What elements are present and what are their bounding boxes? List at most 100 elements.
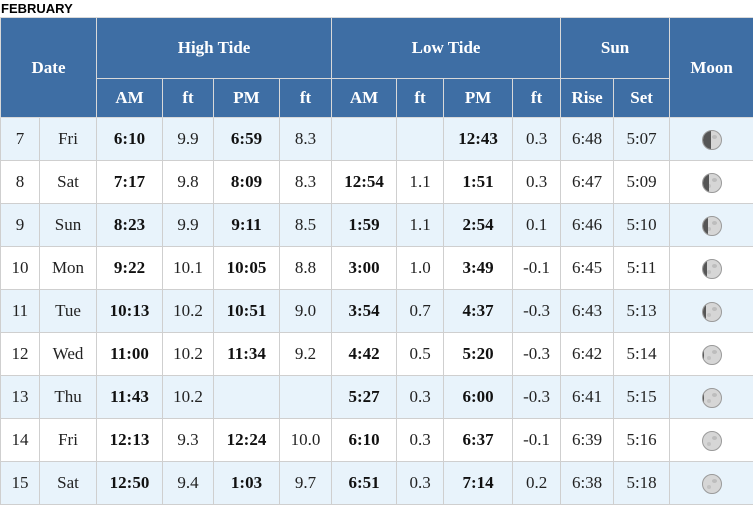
sunset: 5:18 xyxy=(614,462,670,505)
moon-cell xyxy=(670,247,753,290)
low-tide-pm: 7:14 xyxy=(444,462,513,505)
low-tide-am: 12:54 xyxy=(332,161,397,204)
high-tide-am-ft: 10.2 xyxy=(163,376,214,419)
header-low-am-ft: ft xyxy=(397,79,444,118)
header-high-am: AM xyxy=(97,79,163,118)
sunset: 5:11 xyxy=(614,247,670,290)
date-weekday: Fri xyxy=(40,419,97,462)
moon-cell xyxy=(670,462,753,505)
date-weekday: Mon xyxy=(40,247,97,290)
high-tide-pm: 10:51 xyxy=(214,290,280,333)
high-tide-pm-ft xyxy=(280,376,332,419)
high-tide-pm xyxy=(214,376,280,419)
header-high-pm: PM xyxy=(214,79,280,118)
high-tide-am-ft: 9.8 xyxy=(163,161,214,204)
low-tide-pm: 4:37 xyxy=(444,290,513,333)
sunrise: 6:47 xyxy=(561,161,614,204)
header-sun-rise: Rise xyxy=(561,79,614,118)
low-tide-pm: 6:00 xyxy=(444,376,513,419)
header-moon: Moon xyxy=(670,18,753,118)
sunset: 5:10 xyxy=(614,204,670,247)
date-day: 9 xyxy=(1,204,40,247)
date-day: 8 xyxy=(1,161,40,204)
high-tide-pm-ft: 9.2 xyxy=(280,333,332,376)
high-tide-pm: 1:03 xyxy=(214,462,280,505)
low-tide-pm-ft: 0.2 xyxy=(513,462,561,505)
low-tide-pm: 6:37 xyxy=(444,419,513,462)
date-weekday: Thu xyxy=(40,376,97,419)
low-tide-am-ft: 0.3 xyxy=(397,419,444,462)
high-tide-am: 7:17 xyxy=(97,161,163,204)
high-tide-pm-ft: 8.5 xyxy=(280,204,332,247)
date-day: 11 xyxy=(1,290,40,333)
date-day: 7 xyxy=(1,118,40,161)
sunrise: 6:42 xyxy=(561,333,614,376)
moon-phase-icon xyxy=(702,130,722,150)
low-tide-am-ft: 0.7 xyxy=(397,290,444,333)
date-weekday: Sat xyxy=(40,161,97,204)
high-tide-pm: 11:34 xyxy=(214,333,280,376)
header-sun: Sun xyxy=(561,18,670,79)
low-tide-am: 1:59 xyxy=(332,204,397,247)
high-tide-pm: 8:09 xyxy=(214,161,280,204)
moon-phase-icon xyxy=(702,431,722,451)
moon-cell xyxy=(670,290,753,333)
low-tide-am: 3:00 xyxy=(332,247,397,290)
high-tide-am: 6:10 xyxy=(97,118,163,161)
moon-phase-icon xyxy=(702,474,722,494)
high-tide-am: 11:43 xyxy=(97,376,163,419)
high-tide-pm: 9:11 xyxy=(214,204,280,247)
high-tide-am-ft: 10.2 xyxy=(163,333,214,376)
low-tide-pm: 12:43 xyxy=(444,118,513,161)
date-weekday: Sat xyxy=(40,462,97,505)
low-tide-pm: 2:54 xyxy=(444,204,513,247)
moon-phase-icon xyxy=(702,302,722,322)
header-low-am: AM xyxy=(332,79,397,118)
sunrise: 6:48 xyxy=(561,118,614,161)
high-tide-am-ft: 10.1 xyxy=(163,247,214,290)
low-tide-am xyxy=(332,118,397,161)
sunrise: 6:39 xyxy=(561,419,614,462)
header-high-pm-ft: ft xyxy=(280,79,332,118)
moon-phase-icon xyxy=(702,216,722,236)
moon-phase-icon xyxy=(702,259,722,279)
high-tide-am: 9:22 xyxy=(97,247,163,290)
header-sun-set: Set xyxy=(614,79,670,118)
sunset: 5:14 xyxy=(614,333,670,376)
sunset: 5:09 xyxy=(614,161,670,204)
sunset: 5:16 xyxy=(614,419,670,462)
high-tide-am: 11:00 xyxy=(97,333,163,376)
sunrise: 6:41 xyxy=(561,376,614,419)
low-tide-am-ft: 0.3 xyxy=(397,376,444,419)
low-tide-pm-ft: -0.3 xyxy=(513,333,561,376)
high-tide-am-ft: 9.9 xyxy=(163,118,214,161)
high-tide-am-ft: 9.4 xyxy=(163,462,214,505)
high-tide-pm-ft: 10.0 xyxy=(280,419,332,462)
month-title: FEBRUARY xyxy=(0,0,73,17)
moon-cell xyxy=(670,118,753,161)
low-tide-pm-ft: -0.3 xyxy=(513,376,561,419)
high-tide-pm-ft: 9.0 xyxy=(280,290,332,333)
moon-phase-icon xyxy=(702,345,722,365)
header-low-pm: PM xyxy=(444,79,513,118)
low-tide-pm-ft: 0.1 xyxy=(513,204,561,247)
low-tide-am: 6:51 xyxy=(332,462,397,505)
moon-cell xyxy=(670,376,753,419)
tide-table: Date High Tide Low Tide Sun Moon AM ft P… xyxy=(0,17,753,505)
high-tide-pm: 12:24 xyxy=(214,419,280,462)
low-tide-pm-ft: 0.3 xyxy=(513,118,561,161)
low-tide-am: 4:42 xyxy=(332,333,397,376)
low-tide-pm-ft: -0.3 xyxy=(513,290,561,333)
low-tide-am-ft: 1.1 xyxy=(397,204,444,247)
sunset: 5:13 xyxy=(614,290,670,333)
date-day: 14 xyxy=(1,419,40,462)
high-tide-am-ft: 9.3 xyxy=(163,419,214,462)
high-tide-am: 12:50 xyxy=(97,462,163,505)
header-high-am-ft: ft xyxy=(163,79,214,118)
header-date: Date xyxy=(1,18,97,118)
low-tide-am-ft: 1.0 xyxy=(397,247,444,290)
